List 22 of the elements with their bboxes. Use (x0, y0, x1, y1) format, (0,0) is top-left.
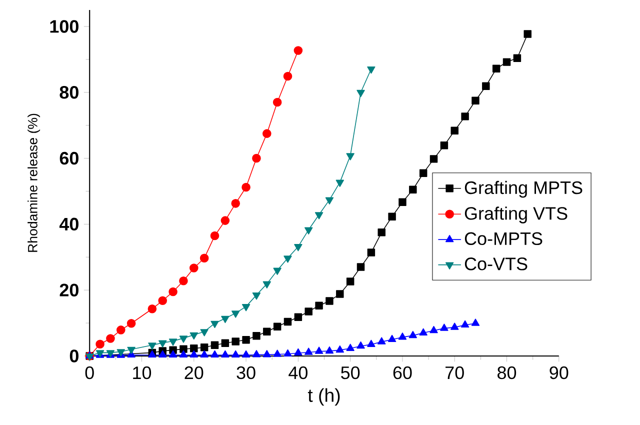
y-axis-title: Rhodamine release (%) (28, 114, 40, 252)
legend-label: Grafting VTS (464, 206, 568, 224)
x-tick-label: 60 (393, 366, 412, 380)
y-tick-label: 80 (60, 86, 78, 99)
x-tick-label: 70 (446, 366, 464, 380)
x-tick-label: 20 (184, 366, 204, 380)
x-tick-label: 90 (550, 366, 568, 380)
y-tick-label: 20 (60, 284, 78, 296)
legend-label: Grafting MPTS (464, 180, 582, 198)
x-tick-label: 50 (341, 366, 360, 380)
x-tick-label: 0 (85, 366, 94, 380)
x-axis-title: t (h) (308, 388, 340, 406)
legend-label: Co-MPTS (464, 232, 542, 246)
x-tick-label: 40 (288, 366, 308, 380)
x-tick-label: 30 (236, 366, 256, 380)
y-tick-label: 60 (60, 152, 78, 165)
x-tick-label: 80 (498, 366, 516, 380)
y-tick-label: 100 (50, 20, 78, 33)
y-tick-label: 0 (70, 350, 78, 362)
x-tick-label: 10 (133, 366, 152, 380)
legend-label: Co-VTS (464, 258, 528, 270)
y-tick-label: 40 (59, 218, 78, 231)
